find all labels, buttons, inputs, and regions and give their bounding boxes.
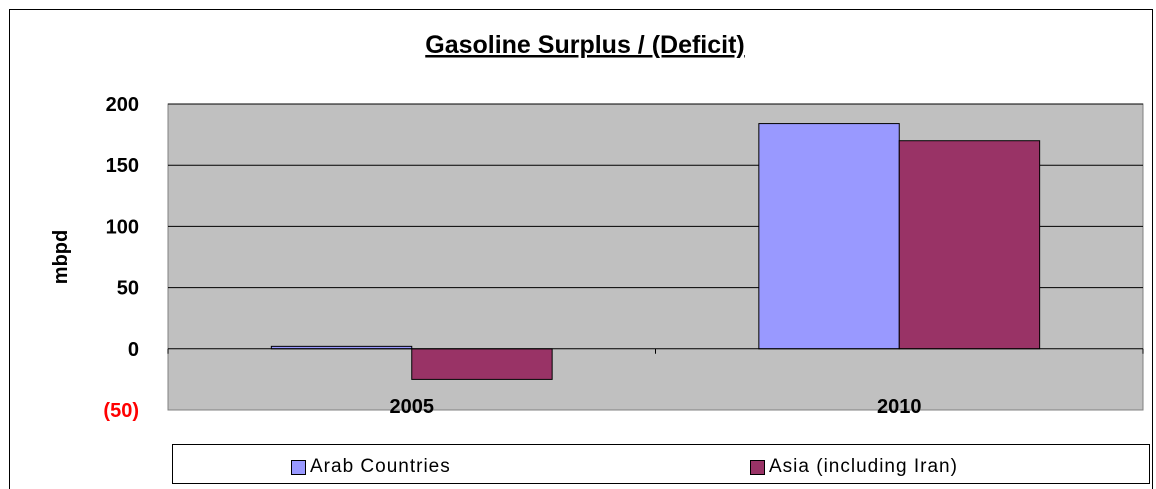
y-tick-labels: 200 150 100 50 0 (50)	[103, 94, 139, 422]
x-tick-labels: 2005 2010	[390, 396, 922, 418]
y-tick-label-0: 200	[106, 94, 139, 116]
y-tick-label-1: 150	[106, 155, 139, 177]
y-tick-label-5: (50)	[103, 400, 139, 422]
chart-canvas: Gasoline Surplus / (Deficit) mbpd 200 150…	[50, 31, 1144, 422]
legend-label-arab-countries: Arab Countries	[310, 456, 451, 477]
legend-swatch-arab-countries	[291, 459, 306, 475]
y-tick-label-3: 50	[117, 278, 139, 300]
bar-2010-asia	[898, 140, 1041, 350]
legend-item-asia: Asia (including Iran)	[750, 456, 958, 477]
x-tick-label-2010: 2010	[877, 396, 922, 418]
bars	[167, 123, 1144, 380]
legend-item-arab-countries: Arab Countries	[291, 456, 451, 477]
bar-2010-arab-countries	[758, 123, 900, 350]
y-axis-label: mbpd	[50, 230, 72, 284]
chart-title: Gasoline Surplus / (Deficit)	[425, 31, 745, 59]
y-tick-label-4: 0	[128, 339, 139, 361]
bar-2005-asia	[411, 348, 553, 380]
legend-label-asia: Asia (including Iran)	[769, 456, 958, 477]
x-tick-label-2005: 2005	[390, 396, 435, 418]
legend: Arab Countries Asia (including Iran)	[172, 444, 1150, 484]
legend-swatch-asia	[750, 459, 765, 475]
y-tick-label-2: 100	[106, 216, 139, 238]
